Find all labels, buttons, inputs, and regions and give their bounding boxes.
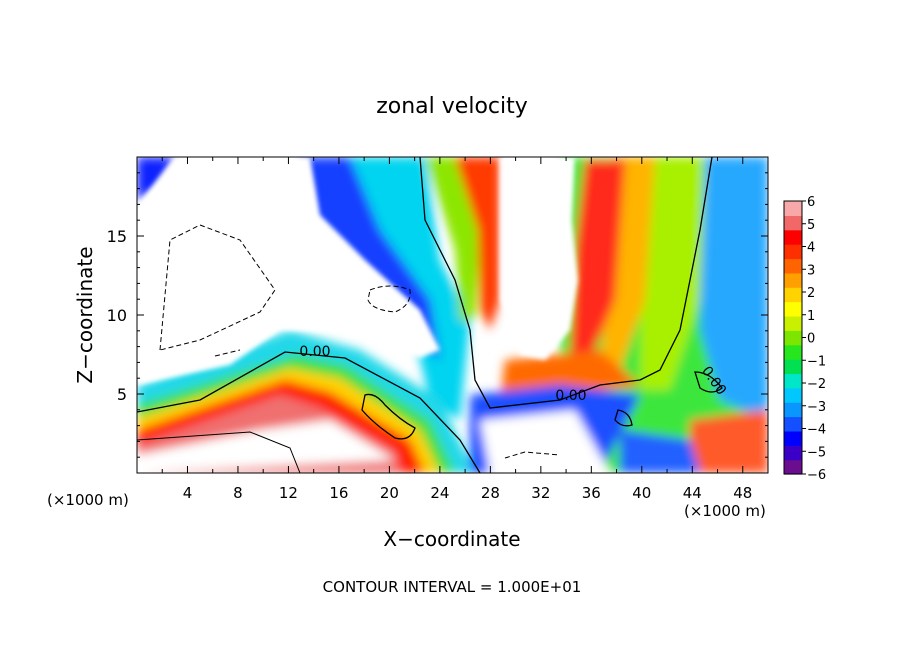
x-tick-label: 8 <box>233 484 243 502</box>
colorbar-segment <box>784 301 802 317</box>
white-region-topleft <box>137 157 440 385</box>
y-tick-label: 10 <box>107 306 127 325</box>
x-tick-label: 24 <box>430 484 449 502</box>
colorbar-tick-label: 1 <box>807 309 815 324</box>
colorbar-tick-label: −2 <box>807 377 826 392</box>
colorbar-segment <box>784 201 802 216</box>
colorbar-segment <box>784 315 802 331</box>
x-tick-label: 36 <box>582 484 601 502</box>
field-red-bottomright <box>690 410 768 473</box>
colorbar-tick-label: −3 <box>807 400 826 415</box>
y-tick-label: 5 <box>117 385 127 404</box>
colorbar-tick-label: −4 <box>807 423 826 438</box>
contour-solid-thin <box>137 431 301 473</box>
colorbar-tick-label: −1 <box>807 354 826 369</box>
contour-label: 0.00 <box>299 344 330 360</box>
contour-zero-main <box>419 157 713 409</box>
contour-closed-lower <box>361 393 416 440</box>
contour-label-group: 0.00 <box>299 344 330 360</box>
x-tick-label: 44 <box>683 484 702 502</box>
x-unit-label-right: (×1000 m) <box>684 502 766 520</box>
colorbar-segment <box>784 416 802 432</box>
heatmap-regions <box>137 157 768 473</box>
colorbar-tick-label: 3 <box>807 263 815 278</box>
x-tick-label: 16 <box>329 484 348 502</box>
white-region-top-center <box>500 157 578 360</box>
field-blue-corner <box>137 157 175 200</box>
x-axis-ticks: 4 8 12 16 20 24 28 32 36 40 44 48 <box>161 157 752 502</box>
contour-dashed <box>159 224 561 459</box>
contour-label: 0.00 <box>555 388 586 404</box>
contour-interval-note: CONTOUR INTERVAL = 1.000E+01 <box>323 578 582 596</box>
colorbar-segment <box>784 272 802 288</box>
colorbar: 6 5 4 3 2 1 0 −1 −2 −3 −4 −5 −6 <box>783 195 826 483</box>
colorbar-segment <box>784 359 802 375</box>
colorbar-segment <box>784 387 802 403</box>
field-green-band <box>425 157 480 320</box>
colorbar-tick-label: 5 <box>807 218 815 233</box>
field-red-right <box>570 160 625 360</box>
field-white-lower <box>480 410 610 473</box>
contour-dashed-tiny <box>214 349 241 357</box>
plot-field: 0.000.00 0.00 <box>137 157 768 473</box>
contour-closed-right <box>694 371 723 393</box>
colorbar-segment <box>784 373 802 389</box>
colorbar-segment <box>784 244 802 260</box>
field-white-inner <box>137 420 395 473</box>
colorbar-segment <box>784 330 802 346</box>
contour-dashed-mid <box>367 285 411 313</box>
colorbar-tick-label: −5 <box>807 445 826 460</box>
x-tick-label: 12 <box>279 484 298 502</box>
colorbar-segment <box>784 344 802 360</box>
colorbar-tick-label: 0 <box>807 332 815 347</box>
contour-zero-arch <box>137 351 481 473</box>
contour-closed-small <box>614 409 633 427</box>
contour-label-group: 0.00 <box>555 388 586 404</box>
x-axis-label: X−coordinate <box>383 527 520 551</box>
x-tick-label: 28 <box>481 484 500 502</box>
field-blue-bottomright <box>620 430 700 473</box>
chart-title: zonal velocity <box>376 94 528 119</box>
colorbar-segment <box>784 459 802 475</box>
x-tick-label: 48 <box>733 484 752 502</box>
x-unit-label-left: (×1000 m) <box>47 491 129 509</box>
x-tick-label: 32 <box>531 484 550 502</box>
field-orange-mid <box>500 350 640 400</box>
colorbar-segment <box>784 445 802 461</box>
y-axis-label: Z−coordinate <box>73 246 97 383</box>
colorbar-segment <box>784 430 802 446</box>
y-tick-label: 15 <box>107 227 127 246</box>
field-blue-right <box>700 157 768 420</box>
contour-dashed-left <box>159 224 276 351</box>
white-regions <box>137 157 578 385</box>
x-tick-label: 20 <box>380 484 399 502</box>
x-tick-label: 40 <box>632 484 651 502</box>
colorbar-segment <box>784 258 802 274</box>
colorbar-segment <box>784 229 802 245</box>
colorbar-tick-label: 6 <box>807 195 815 210</box>
contour-lines <box>137 157 723 473</box>
colorbar-tick-label: 2 <box>807 286 815 301</box>
colorbar-segment <box>784 402 802 418</box>
x-tick-label: 4 <box>183 484 193 502</box>
colorbar-segment <box>784 287 802 303</box>
field-red-band <box>455 157 500 330</box>
y-axis-ticks: 5 10 15 <box>107 172 768 458</box>
field-yellowgreen <box>640 157 705 390</box>
contour-dashed-bottom <box>504 451 561 459</box>
colorbar-tick-label: −6 <box>807 468 826 483</box>
colorbar-segment <box>784 215 802 231</box>
colorbar-tick-label: 4 <box>807 241 815 256</box>
